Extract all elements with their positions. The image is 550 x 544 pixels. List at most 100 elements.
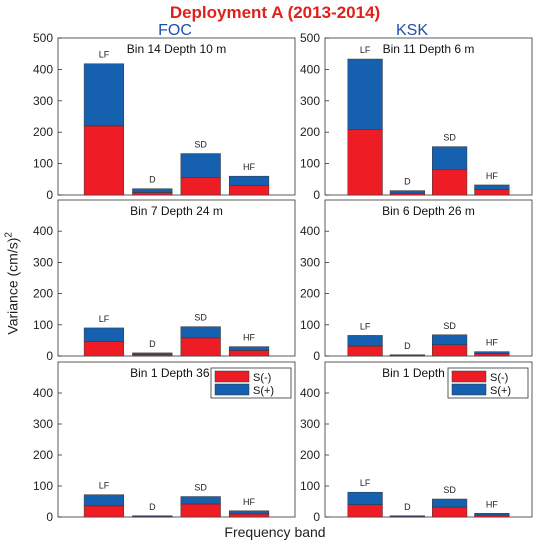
bar-label: D — [149, 339, 156, 349]
bar-lf-s-minus — [347, 129, 383, 196]
bar-label: SD — [194, 140, 207, 150]
bar-sd-s-minus — [180, 503, 221, 518]
y-tick-label: 400 — [300, 386, 320, 400]
bar-lf-s-plus — [83, 63, 125, 127]
bar-sd-s-minus — [180, 177, 221, 196]
bar-sd-s-plus — [432, 498, 468, 508]
bar-d-s-plus — [389, 354, 425, 356]
y-tick-label: 300 — [300, 255, 320, 269]
legend-swatch-s-plus — [214, 383, 250, 396]
legend-label: S(-) — [490, 372, 508, 384]
y-tick-label: 0 — [46, 188, 53, 202]
bar-label: LF — [99, 481, 110, 491]
bar-sd-s-minus — [432, 169, 468, 196]
bar-d-s-plus — [389, 190, 425, 194]
legend-swatch-s-minus — [214, 370, 250, 383]
y-tick-label: 500 — [300, 31, 320, 45]
bar-d-s-minus — [132, 192, 173, 196]
bar-label: D — [149, 175, 156, 185]
y-tick-label: 500 — [33, 31, 53, 45]
y-tick-label: 200 — [33, 125, 53, 139]
y-tick-label: 0 — [46, 349, 53, 363]
bar-hf-s-minus — [474, 514, 510, 518]
y-tick-label: 400 — [33, 386, 53, 400]
y-tick-label: 300 — [33, 255, 53, 269]
bar-sd-s-plus — [432, 334, 468, 346]
figure-title: Deployment A (2013-2014) — [169, 3, 381, 22]
bar-label: HF — [243, 497, 255, 507]
bar-lf-s-minus — [347, 345, 383, 357]
y-tick-label: 300 — [300, 417, 320, 431]
bar-hf-s-plus — [474, 513, 510, 516]
bar-label: HF — [486, 338, 498, 348]
bar-d-s-minus — [389, 192, 425, 196]
legend-label: S(+) — [253, 385, 274, 397]
bar-label: LF — [360, 321, 371, 331]
bar-label: D — [404, 502, 411, 512]
bar-d-s-plus — [389, 515, 425, 517]
bar-label: HF — [243, 162, 255, 172]
legend-label: S(-) — [253, 372, 271, 384]
bar-lf-s-plus — [347, 491, 383, 505]
bar-label: LF — [99, 50, 110, 60]
bar-hf-s-plus — [228, 510, 270, 515]
y-tick-label: 100 — [33, 157, 53, 171]
bar-label: SD — [443, 133, 456, 143]
bar-hf-s-plus — [474, 351, 510, 354]
y-tick-label: 200 — [300, 287, 320, 301]
bar-label: SD — [194, 313, 207, 323]
y-tick-label: 300 — [300, 94, 320, 108]
bar-lf-s-plus — [347, 335, 383, 347]
y-tick-label: 0 — [46, 510, 53, 524]
bar-label: LF — [99, 314, 110, 324]
bar-label: HF — [486, 499, 498, 509]
bar-lf-s-plus — [83, 327, 125, 342]
y-tick-label: 200 — [33, 448, 53, 462]
bar-hf-s-plus — [474, 184, 510, 190]
bar-d-s-plus — [132, 188, 173, 193]
bar-lf-s-minus — [83, 505, 125, 518]
bar-label: SD — [194, 483, 207, 493]
bar-lf-s-plus — [83, 494, 125, 507]
panel-title: Bin 6 Depth 26 m — [382, 204, 475, 218]
bar-sd-s-minus — [180, 337, 221, 357]
y-tick-label: 400 — [300, 62, 320, 76]
column-title-ksk: KSK — [395, 22, 428, 39]
y-tick-label: 0 — [313, 510, 320, 524]
bar-lf-s-minus — [347, 504, 383, 518]
bar-hf-s-plus — [228, 346, 270, 351]
bar-sd-s-plus — [432, 146, 468, 170]
panel-title: Bin 1 Depth 36 m — [130, 366, 223, 380]
y-tick-label: 200 — [300, 448, 320, 462]
bar-sd-s-plus — [180, 326, 221, 339]
legend-swatch-s-minus — [451, 370, 487, 383]
y-tick-label: 400 — [300, 224, 320, 238]
panel-frame — [324, 199, 533, 357]
y-tick-label: 100 — [300, 479, 320, 493]
bar-label: HF — [243, 333, 255, 343]
panel-title: Bin 11 Depth 6 m — [383, 42, 475, 56]
bar-d-s-plus — [132, 515, 173, 517]
legend-label: S(+) — [490, 385, 511, 397]
bar-label: SD — [443, 485, 456, 495]
y-tick-label: 0 — [313, 188, 320, 202]
bar-sd-s-plus — [180, 153, 221, 178]
bar-sd-s-minus — [432, 344, 468, 357]
y-tick-label: 0 — [313, 349, 320, 363]
y-tick-label: 200 — [33, 287, 53, 301]
panel-title: Bin 7 Depth 24 m — [130, 204, 223, 218]
y-tick-label: 100 — [33, 318, 53, 332]
bar-sd-s-plus — [180, 496, 221, 505]
bar-hf-s-minus — [474, 353, 510, 357]
bar-label: D — [404, 177, 411, 187]
bar-sd-s-minus — [432, 506, 468, 518]
y-tick-label: 200 — [300, 125, 320, 139]
column-title-foc: FOC — [158, 22, 192, 39]
bar-label: HF — [486, 171, 498, 181]
y-tick-label: 300 — [33, 417, 53, 431]
y-tick-label: 400 — [33, 224, 53, 238]
y-tick-label: 100 — [33, 479, 53, 493]
bar-d-s-plus — [132, 352, 173, 355]
